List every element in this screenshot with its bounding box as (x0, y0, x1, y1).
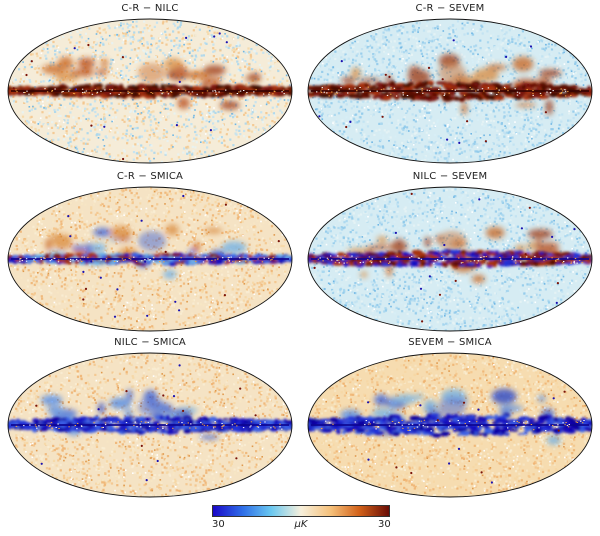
panel-title: C-R − SEVEM (415, 3, 485, 14)
colorbar-unit-label: μK (294, 519, 308, 530)
map-panel-nilc-smica: NILC − SMICA (5, 336, 295, 504)
sky-map-cr-nilc (7, 18, 293, 164)
colorbar: 30 μK 30 (0, 500, 600, 536)
colorbar-gradient (212, 505, 390, 517)
sky-map-nilc-sevem (307, 186, 593, 332)
sky-map-cr-smica (7, 186, 293, 332)
map-panel-nilc-sevem: NILC − SEVEM (305, 170, 595, 338)
map-panel-sevem-smica: SEVEM − SMICA (305, 336, 595, 504)
map-panel-cr-nilc: C-R − NILC (5, 2, 295, 170)
panel-title: NILC − SMICA (114, 337, 186, 348)
sky-map-nilc-smica (7, 352, 293, 498)
colorbar-max-label: 30 (378, 519, 391, 530)
sky-map-sevem-smica (307, 352, 593, 498)
panel-title: C-R − SMICA (116, 171, 184, 182)
sky-map-cr-sevem (307, 18, 593, 164)
panel-title: C-R − NILC (121, 3, 179, 14)
map-panel-cr-smica: C-R − SMICA (5, 170, 295, 338)
colorbar-min-label: 30 (212, 519, 225, 530)
panel-title: NILC − SEVEM (412, 171, 488, 182)
panel-title: SEVEM − SMICA (408, 337, 492, 348)
map-panel-cr-sevem: C-R − SEVEM (305, 2, 595, 170)
